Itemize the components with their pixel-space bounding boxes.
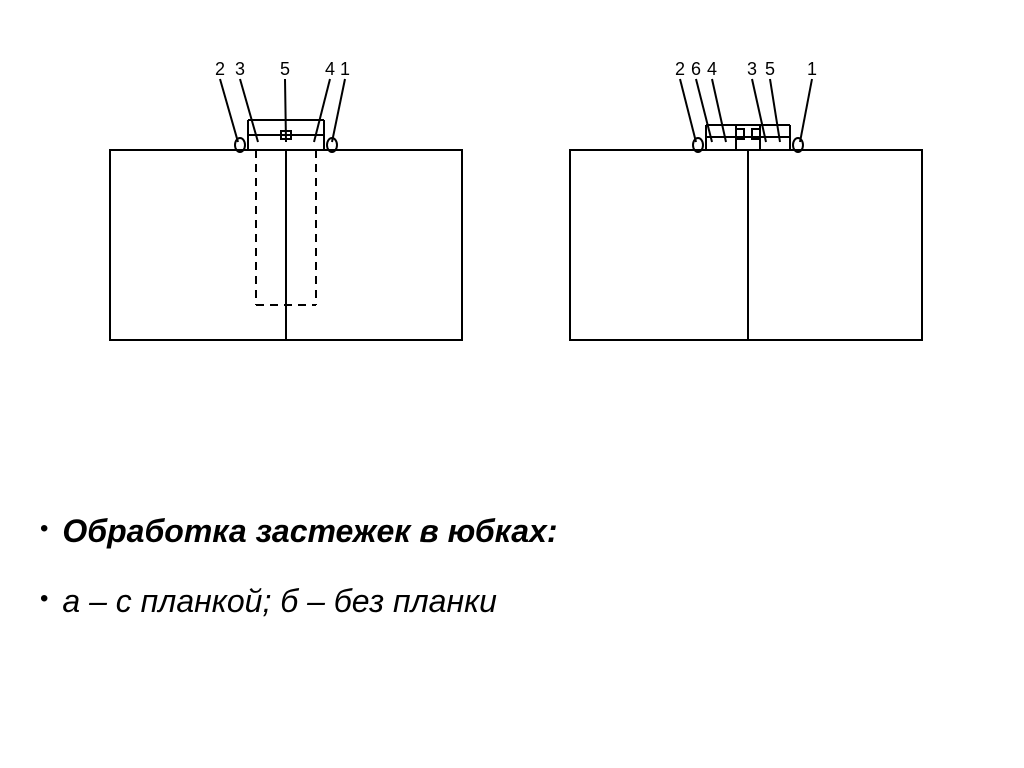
slide-title: Обработка застежек в юбках: bbox=[62, 512, 557, 550]
svg-text:5: 5 bbox=[280, 59, 290, 79]
caption-row: • а – с планкой; б – без планки bbox=[40, 582, 940, 620]
bullet-icon: • bbox=[40, 512, 48, 546]
svg-text:3: 3 bbox=[235, 59, 245, 79]
bullet-icon: • bbox=[40, 582, 48, 616]
technical-drawing: 23541264351 bbox=[100, 55, 924, 365]
diagrams-container: 23541264351 bbox=[100, 55, 924, 365]
svg-text:2: 2 bbox=[675, 59, 685, 79]
svg-text:5: 5 bbox=[765, 59, 775, 79]
svg-text:1: 1 bbox=[807, 59, 817, 79]
svg-text:4: 4 bbox=[325, 59, 335, 79]
svg-text:3: 3 bbox=[747, 59, 757, 79]
svg-text:2: 2 bbox=[215, 59, 225, 79]
svg-text:1: 1 bbox=[340, 59, 350, 79]
svg-text:4: 4 bbox=[707, 59, 717, 79]
svg-text:6: 6 bbox=[691, 59, 701, 79]
text-block: • Обработка застежек в юбках: • а – с пл… bbox=[40, 512, 940, 652]
title-row: • Обработка застежек в юбках: bbox=[40, 512, 940, 550]
slide-caption: а – с планкой; б – без планки bbox=[62, 582, 497, 620]
